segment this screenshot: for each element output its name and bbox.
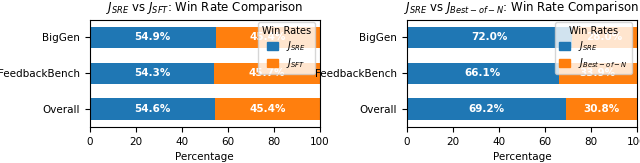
Title: $J_{SRE}$ vs $J_{SFT}$: Win Rate Comparison: $J_{SRE}$ vs $J_{SFT}$: Win Rate Compari… [106, 0, 303, 16]
Bar [214, 63, 319, 84]
Text: 30.8%: 30.8% [583, 104, 620, 114]
Text: 72.0%: 72.0% [472, 32, 508, 43]
Legend: $J_{SRE}$, $J_{SFT}$: $J_{SRE}$, $J_{SFT}$ [258, 22, 315, 74]
Text: 33.9%: 33.9% [580, 68, 616, 78]
Bar [90, 63, 214, 84]
Legend: $J_{SRE}$, $J_{Best-of-N}$: $J_{SRE}$, $J_{Best-of-N}$ [555, 22, 632, 74]
Text: 28.0%: 28.0% [586, 32, 623, 43]
Bar [215, 98, 319, 120]
X-axis label: Percentage: Percentage [175, 152, 234, 162]
Text: 66.1%: 66.1% [465, 68, 501, 78]
Bar [407, 27, 572, 48]
Bar [559, 63, 637, 84]
Bar [407, 63, 559, 84]
X-axis label: Percentage: Percentage [493, 152, 551, 162]
Bar [407, 98, 566, 120]
Bar [216, 27, 320, 48]
Bar [566, 98, 637, 120]
Text: 54.9%: 54.9% [134, 32, 171, 43]
Text: 69.2%: 69.2% [468, 104, 504, 114]
Text: 54.6%: 54.6% [134, 104, 170, 114]
Text: 45.4%: 45.4% [249, 104, 285, 114]
Text: 45.7%: 45.7% [249, 68, 285, 78]
Text: 54.3%: 54.3% [134, 68, 170, 78]
Bar [90, 27, 216, 48]
Title: $J_{SRE}$ vs $J_{Best-of-N}$: Win Rate Comparison: $J_{SRE}$ vs $J_{Best-of-N}$: Win Rate C… [404, 0, 639, 16]
Bar [90, 98, 215, 120]
Text: 45.4%: 45.4% [250, 32, 286, 43]
Bar [572, 27, 637, 48]
